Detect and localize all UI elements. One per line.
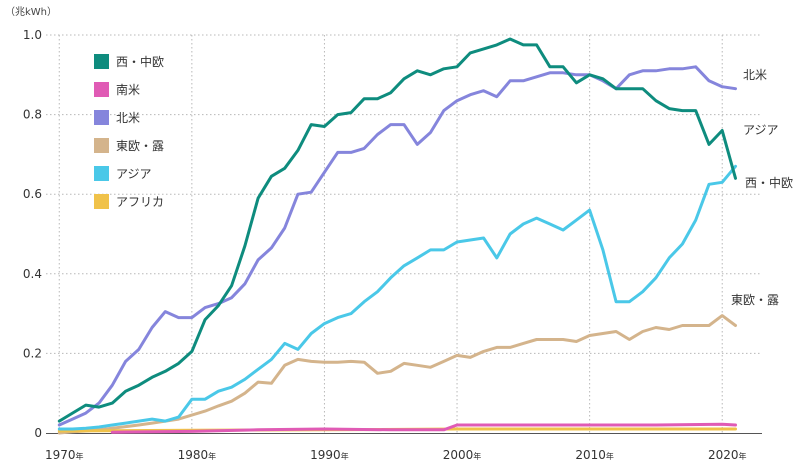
x-tick-label: 2020年 (708, 448, 747, 462)
end-label: 西・中欧 (745, 175, 793, 190)
legend-label: アフリカ (116, 195, 164, 209)
y-tick-label: 0.4 (23, 267, 42, 281)
end-label: アジア (743, 123, 779, 137)
y-tick-label: 1.0 (23, 28, 42, 42)
x-tick-suffix: 年 (341, 451, 349, 461)
legend-swatch (94, 194, 109, 209)
grid (46, 34, 762, 434)
legend-label: 東欧・露 (116, 139, 164, 153)
end-label: 北米 (743, 68, 767, 82)
series-line-4 (57, 164, 737, 431)
legend-swatch (94, 110, 109, 125)
x-tick-year: 2020 (708, 448, 739, 462)
legend-label: アジア (116, 167, 152, 181)
x-tick-year: 1980 (178, 448, 209, 462)
x-tick-label: 2000年 (443, 448, 482, 462)
x-tick-label: 1970年 (45, 448, 84, 462)
legend-label: 南米 (116, 82, 140, 97)
series-lines (57, 37, 737, 435)
x-tick-label: 1980年 (178, 448, 217, 462)
x-tick-suffix: 年 (606, 451, 614, 461)
x-tick-label: 2010年 (575, 448, 614, 462)
x-tick-label: 1990年 (310, 448, 349, 462)
series-line-1 (110, 422, 737, 434)
y-tick-label: 0.2 (23, 346, 42, 360)
x-tick-suffix: 年 (208, 451, 216, 461)
x-axis-ticks: 1970年 1980年 1990年 2000年 2010年 2020年 (45, 448, 747, 462)
legend-label: 西・中欧 (116, 54, 164, 69)
y-axis-ticks: 0 0.2 0.4 0.6 0.8 1.0 (23, 28, 42, 440)
x-tick-suffix: 年 (76, 451, 84, 461)
y-axis-unit: （兆kWh） (5, 6, 57, 18)
x-tick-year: 2000 (443, 448, 474, 462)
x-tick-suffix: 年 (738, 451, 746, 461)
x-tick-year: 2010 (575, 448, 606, 462)
y-tick-label: 0.8 (23, 108, 42, 122)
x-tick-suffix: 年 (473, 451, 481, 461)
y-tick-label: 0.6 (23, 187, 42, 201)
x-tick-year: 1970 (45, 448, 76, 462)
legend-swatch (94, 138, 109, 153)
end-label: 東欧・露 (731, 293, 779, 307)
legend-swatch (94, 54, 109, 69)
legend-swatch (94, 82, 109, 97)
series-line-0 (57, 37, 737, 423)
legend-swatch (94, 166, 109, 181)
series-line-2 (57, 65, 737, 427)
y-tick-label: 0 (34, 426, 42, 440)
legend-label: 北米 (116, 111, 140, 125)
x-tick-year: 1990 (310, 448, 341, 462)
